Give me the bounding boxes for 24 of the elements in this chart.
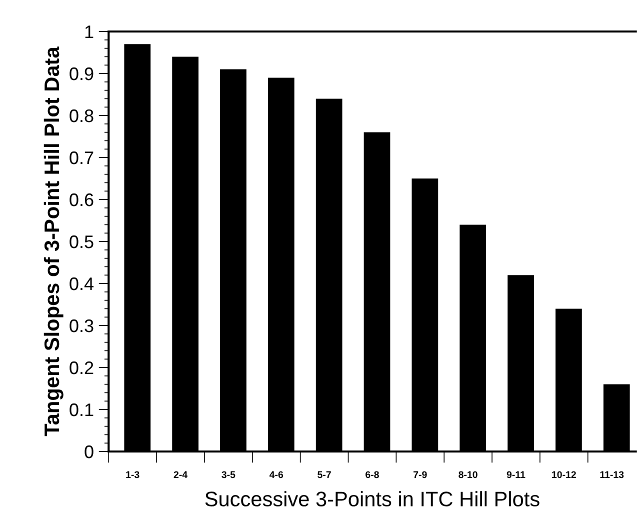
x-tick-label: 3-5 [222, 471, 236, 478]
y-tick-label: 0.5 [70, 235, 94, 248]
y-tick-label: 1 [85, 26, 94, 38]
x-tick-label: 6-8 [366, 471, 379, 478]
y-tick-label: 0.2 [70, 361, 94, 374]
x-tick-label: 1-3 [126, 471, 140, 478]
x-axis-title: Successive 3-Points in ITC Hill Plots [205, 491, 540, 506]
y-tick-label: 0.8 [70, 109, 94, 122]
y-tick-label: 0.6 [70, 193, 94, 206]
x-tick-label: 8-10 [458, 471, 478, 478]
x-tick-label: 9-11 [506, 471, 526, 478]
y-tick-label: 0.7 [70, 151, 94, 164]
y-tick-label: 0 [84, 445, 94, 458]
x-tick-label: 7-9 [414, 471, 427, 478]
x-tick-label: 10-12 [552, 471, 576, 478]
y-tick-label: 0.9 [70, 67, 94, 80]
x-tick-label: 4-6 [269, 471, 284, 478]
x-tick-label: 2-4 [174, 471, 188, 478]
y-axis-title: Tangent Slopes of 3-Point Hill Plot Data [44, 46, 64, 436]
y-tick-label: 0.3 [70, 319, 94, 332]
y-tick-label: 0.1 [70, 403, 94, 416]
x-tick-label: 5-7 [318, 471, 331, 478]
x-tick-label: 11-13 [600, 471, 624, 478]
y-tick-label: 0.4 [70, 277, 94, 290]
